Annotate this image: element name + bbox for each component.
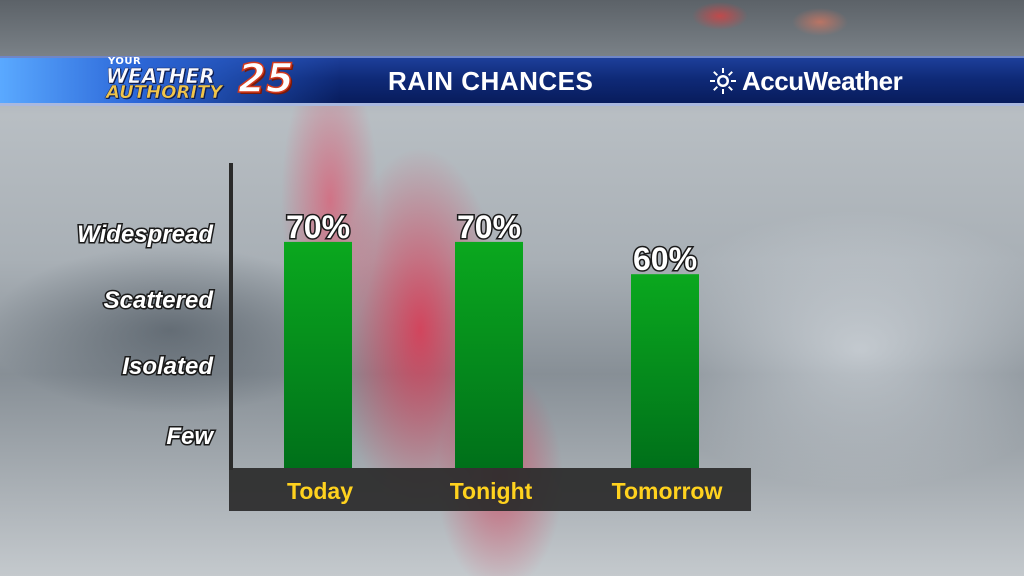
category-label-tomorrow: Tomorrow: [612, 478, 723, 504]
data-label-tonight: 70%: [457, 209, 521, 245]
page-title: RAIN CHANCES: [388, 66, 594, 96]
category-label-today: Today: [287, 478, 353, 504]
bar-today: [284, 241, 352, 468]
y-label-scattered: Scattered: [104, 287, 215, 314]
bar-tonight: [455, 241, 523, 468]
logo-line-small: YOUR: [108, 56, 142, 67]
bar-tomorrow: [631, 274, 699, 468]
sun-icon: [710, 68, 736, 94]
station-logo: YOUR WEATHER AUTHORITY 25: [102, 55, 322, 106]
y-label-isolated: Isolated: [122, 353, 214, 380]
y-label-widespread: Widespread: [77, 221, 214, 248]
y-axis-line: [229, 163, 233, 470]
header-banner: YOUR WEATHER AUTHORITY 25 RAIN CHANCES A…: [0, 55, 1024, 106]
logo-line-weather: WEATHER: [106, 64, 215, 89]
category-label-tonight: Tonight: [450, 478, 533, 504]
data-label-today: 70%: [286, 209, 350, 245]
logo-line-authority: AUTHORITY: [106, 82, 223, 104]
data-label-tomorrow: 60%: [633, 241, 697, 277]
logo-channel-number: 25: [237, 55, 294, 103]
banner-left-glow: [0, 58, 340, 103]
x-axis-band: [229, 468, 751, 511]
y-label-few: Few: [166, 423, 214, 450]
background-top: [0, 0, 1024, 56]
sponsor-name: AccuWeather: [742, 66, 903, 96]
